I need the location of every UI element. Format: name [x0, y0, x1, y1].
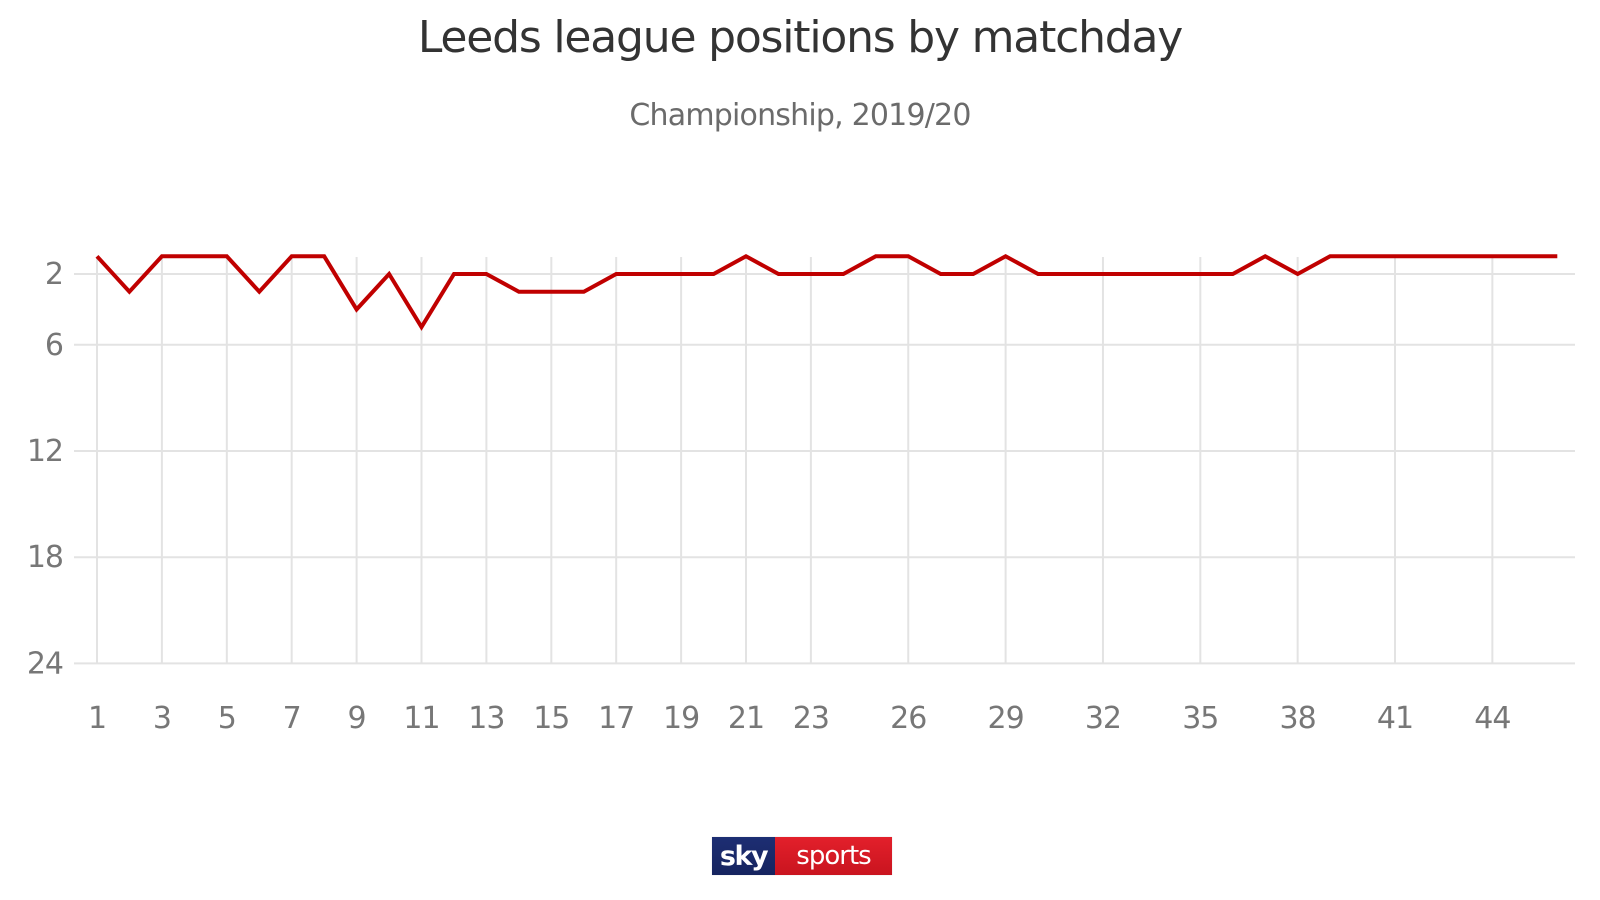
x-tick-label: 13 — [468, 701, 504, 736]
x-tick-label: 9 — [348, 701, 366, 736]
x-tick-label: 23 — [793, 701, 829, 736]
vertical-gridlines — [96, 257, 1494, 664]
leeds-position-line — [95, 254, 1558, 331]
sky-sports-logo: sky sports — [712, 837, 892, 875]
x-tick-label: 7 — [283, 701, 301, 736]
x-axis-tick-labels: 1 3 5 7 9 11 13 15 17 19 21 23 26 29 32 35 38 41 44 — [88, 701, 1511, 736]
horizontal-gridlines — [74, 273, 1575, 665]
x-tick-label: 38 — [1280, 701, 1316, 736]
x-tick-label: 17 — [598, 701, 634, 736]
x-tick-label: 15 — [533, 701, 569, 736]
y-tick-label: 12 — [27, 434, 63, 469]
x-tick-label: 21 — [728, 701, 764, 736]
chart-title: Leeds league positions by matchday — [417, 12, 1183, 63]
x-tick-label: 5 — [218, 701, 236, 736]
logo-sky: sky — [712, 837, 775, 875]
x-tick-label: 19 — [663, 701, 699, 736]
logo-sports: sports — [775, 837, 892, 875]
x-tick-label: 1 — [88, 701, 106, 736]
y-tick-label: 2 — [45, 257, 63, 292]
y-tick-label: 24 — [27, 646, 63, 681]
chart-subtitle: Championship, 2019/20 — [629, 98, 971, 133]
x-tick-label: 11 — [403, 701, 439, 736]
x-tick-label: 3 — [153, 701, 171, 736]
x-tick-label: 41 — [1377, 701, 1413, 736]
x-tick-label: 26 — [890, 701, 926, 736]
x-tick-label: 29 — [988, 701, 1024, 736]
y-tick-label: 6 — [45, 328, 63, 363]
y-axis-tick-labels: 2 6 12 18 24 — [27, 257, 64, 681]
y-tick-label: 18 — [27, 540, 63, 575]
x-tick-label: 32 — [1085, 701, 1121, 736]
x-tick-label: 44 — [1474, 701, 1510, 736]
x-tick-label: 35 — [1182, 701, 1218, 736]
